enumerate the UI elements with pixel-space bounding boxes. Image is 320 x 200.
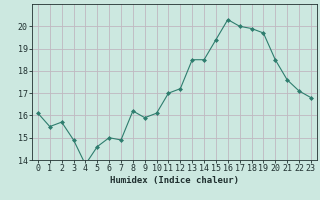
X-axis label: Humidex (Indice chaleur): Humidex (Indice chaleur) (110, 176, 239, 185)
